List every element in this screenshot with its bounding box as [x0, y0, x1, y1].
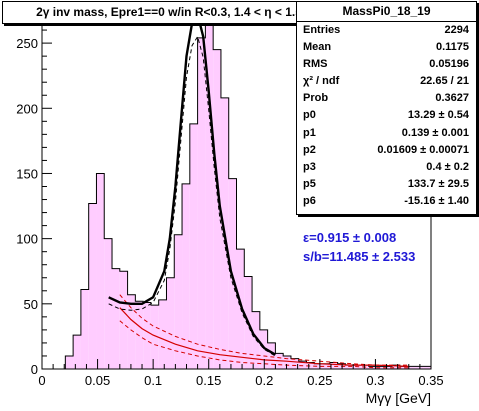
stats-row: p3 0.4 ± 0.2 [297, 159, 476, 176]
y-tick-label: 200 [16, 101, 38, 116]
histogram-bar [88, 203, 97, 369]
stats-value: 0.01609 ± 0.00071 [377, 143, 469, 156]
histogram-bar [298, 361, 307, 369]
stats-value: 2294 [444, 24, 469, 36]
x-tick-label: 0.25 [307, 373, 332, 388]
stats-label: Entries [303, 24, 341, 36]
x-tick-label: 0.1 [144, 373, 162, 388]
stats-row: p6 -15.16 ± 1.40 [297, 193, 476, 210]
stats-label: χ² / ndf [303, 75, 340, 88]
stats-value: 0.1175 [435, 41, 469, 54]
histogram-bar [267, 342, 276, 369]
histogram-bar [182, 183, 190, 369]
stats-row: Mean 0.1175 [297, 39, 476, 56]
histogram-bar [205, 15, 214, 369]
histogram-bar [407, 366, 416, 369]
x-tick-label: 0.3 [366, 373, 384, 388]
histogram-bar [259, 329, 268, 369]
axes: 0 0.05 0.1 0.15 0.2 0.25 0.3 0.35 0 50 100 150 200 25… [16, 3, 444, 406]
histogram-bar [143, 302, 151, 369]
stats-label: p1 [303, 126, 316, 139]
background-fit-curve [119, 307, 409, 367]
y-tick-label: 50 [24, 297, 38, 312]
x-tick-label: 0.05 [85, 373, 110, 388]
stats-row: p1 0.139 ± 0.001 [297, 125, 476, 142]
histogram-bar [104, 238, 113, 369]
histogram-bar [65, 355, 74, 369]
histogram-bar [197, 37, 206, 370]
histogram-bar [384, 366, 393, 369]
fit-curve-dashed [108, 35, 276, 357]
histogram-bar [135, 301, 144, 369]
histogram-bar [322, 363, 330, 369]
y-tick-label: 0 [31, 362, 38, 377]
background-band-lower [119, 320, 409, 369]
histogram-bar [399, 366, 408, 369]
stats-row: p5 133.7 ± 29.5 [297, 176, 476, 193]
stats-value: 0.05196 [429, 58, 469, 71]
stats-box: MassPi0_18_19 Entries 2294 Mean 0.1175 RMS 0.… [296, 1, 477, 215]
chart-title: 2γ inv mass, Epre1==0 w/in R<0.3, 1.4 < … [2, 1, 336, 24]
background-band-upper [119, 294, 409, 366]
histogram-bar [423, 366, 431, 369]
histogram-bar [80, 289, 89, 369]
stats-row: RMS 0.05196 [297, 56, 476, 73]
stats-value: 13.29 ± 0.54 [407, 109, 469, 122]
histogram-bar [158, 299, 167, 369]
stats-value: 0.4 ± 0.2 [426, 160, 469, 173]
histogram-bar [392, 365, 400, 369]
y-tick-label: 250 [16, 36, 38, 51]
histogram-bar [283, 355, 291, 369]
histogram-bar [329, 362, 338, 369]
stats-histogram-name: MassPi0_18_19 [297, 2, 476, 22]
x-tick-label: 0.2 [255, 373, 273, 388]
stats-label: Mean [303, 41, 332, 54]
y-tick-label: 150 [16, 166, 38, 181]
x-tick-label: 0.15 [196, 373, 221, 388]
histogram-bar [376, 366, 385, 369]
stats-rows: Entries 2294 Mean 0.1175 RMS 0.05196 χ² / ndf 2… [297, 22, 476, 210]
stats-value: 133.7 ± 29.5 [407, 177, 469, 190]
stats-label: p3 [303, 160, 316, 173]
efficiency-annotation: ε=0.915 ± 0.008 [303, 230, 397, 245]
histogram-bar [73, 335, 81, 369]
stats-label: p5 [303, 177, 316, 190]
stats-value: 22.65 / 21 [420, 75, 469, 88]
histogram-bar [314, 363, 323, 369]
stats-row: Prob 0.3627 [297, 90, 476, 107]
stats-label: p6 [303, 194, 316, 207]
stats-value: -15.16 ± 1.40 [404, 194, 469, 207]
histogram-bar [345, 365, 354, 369]
stats-row: χ² / ndf 22.65 / 21 [297, 73, 476, 90]
histogram-bar [166, 277, 175, 369]
histogram-bar [96, 173, 105, 369]
histogram-bar [290, 358, 299, 369]
x-tick-label: 0 [38, 373, 45, 388]
stats-row: p0 13.29 ± 0.54 [297, 107, 476, 124]
x-tick-label: 0.35 [418, 373, 443, 388]
y-tick-label: 100 [16, 232, 38, 247]
stats-label: p2 [303, 143, 316, 156]
histogram-bar [174, 234, 183, 369]
stats-label: RMS [303, 58, 328, 71]
stats-value: 0.139 ± 0.001 [401, 126, 469, 139]
stats-row: p2 0.01609 ± 0.00071 [297, 142, 476, 159]
signal-background-annotation: s/b=11.485 ± 2.533 [303, 249, 416, 264]
histogram-bar [306, 362, 315, 369]
histogram-bar [112, 268, 120, 369]
histogram-bar [213, 49, 221, 369]
histogram-bar [189, 123, 198, 369]
stats-label: p0 [303, 109, 316, 122]
stats-value: 0.3627 [435, 92, 469, 105]
x-axis-label: Mγγ [GeV] [366, 390, 431, 406]
histogram-bar [415, 366, 424, 369]
stats-row: Entries 2294 [297, 22, 476, 39]
histogram-bar [119, 271, 128, 369]
histogram-bar [150, 305, 159, 369]
stats-label: Prob [303, 92, 329, 105]
histogram-bar [127, 294, 136, 369]
